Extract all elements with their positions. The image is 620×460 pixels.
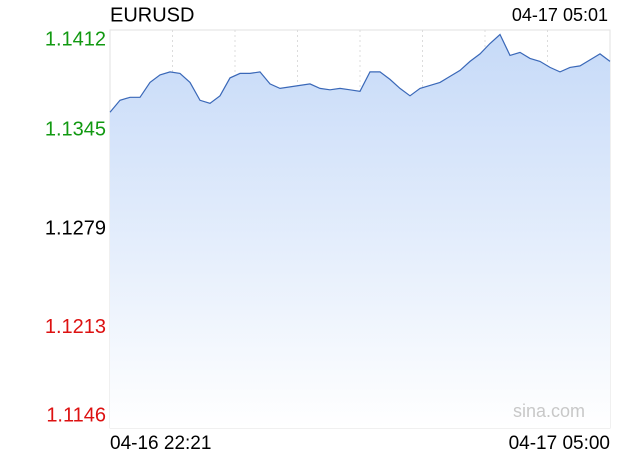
y-tick-label: 1.1279	[45, 217, 106, 239]
chart-title: EURUSD	[110, 4, 194, 26]
plot-area	[109, 29, 611, 429]
x-label-end: 04-17 05:00	[509, 433, 610, 454]
timestamp: 04-17 05:01	[512, 5, 608, 25]
y-tick-label: 1.1412	[45, 28, 106, 50]
y-tick-label: 1.1146	[46, 404, 106, 426]
watermark: sina.com	[513, 401, 585, 421]
x-label-start: 04-16 22:21	[110, 433, 211, 454]
y-tick-label: 1.1345	[45, 119, 106, 141]
area-fill	[110, 34, 610, 428]
price-line	[109, 33, 611, 113]
y-tick-label: 1.1213	[45, 316, 106, 338]
